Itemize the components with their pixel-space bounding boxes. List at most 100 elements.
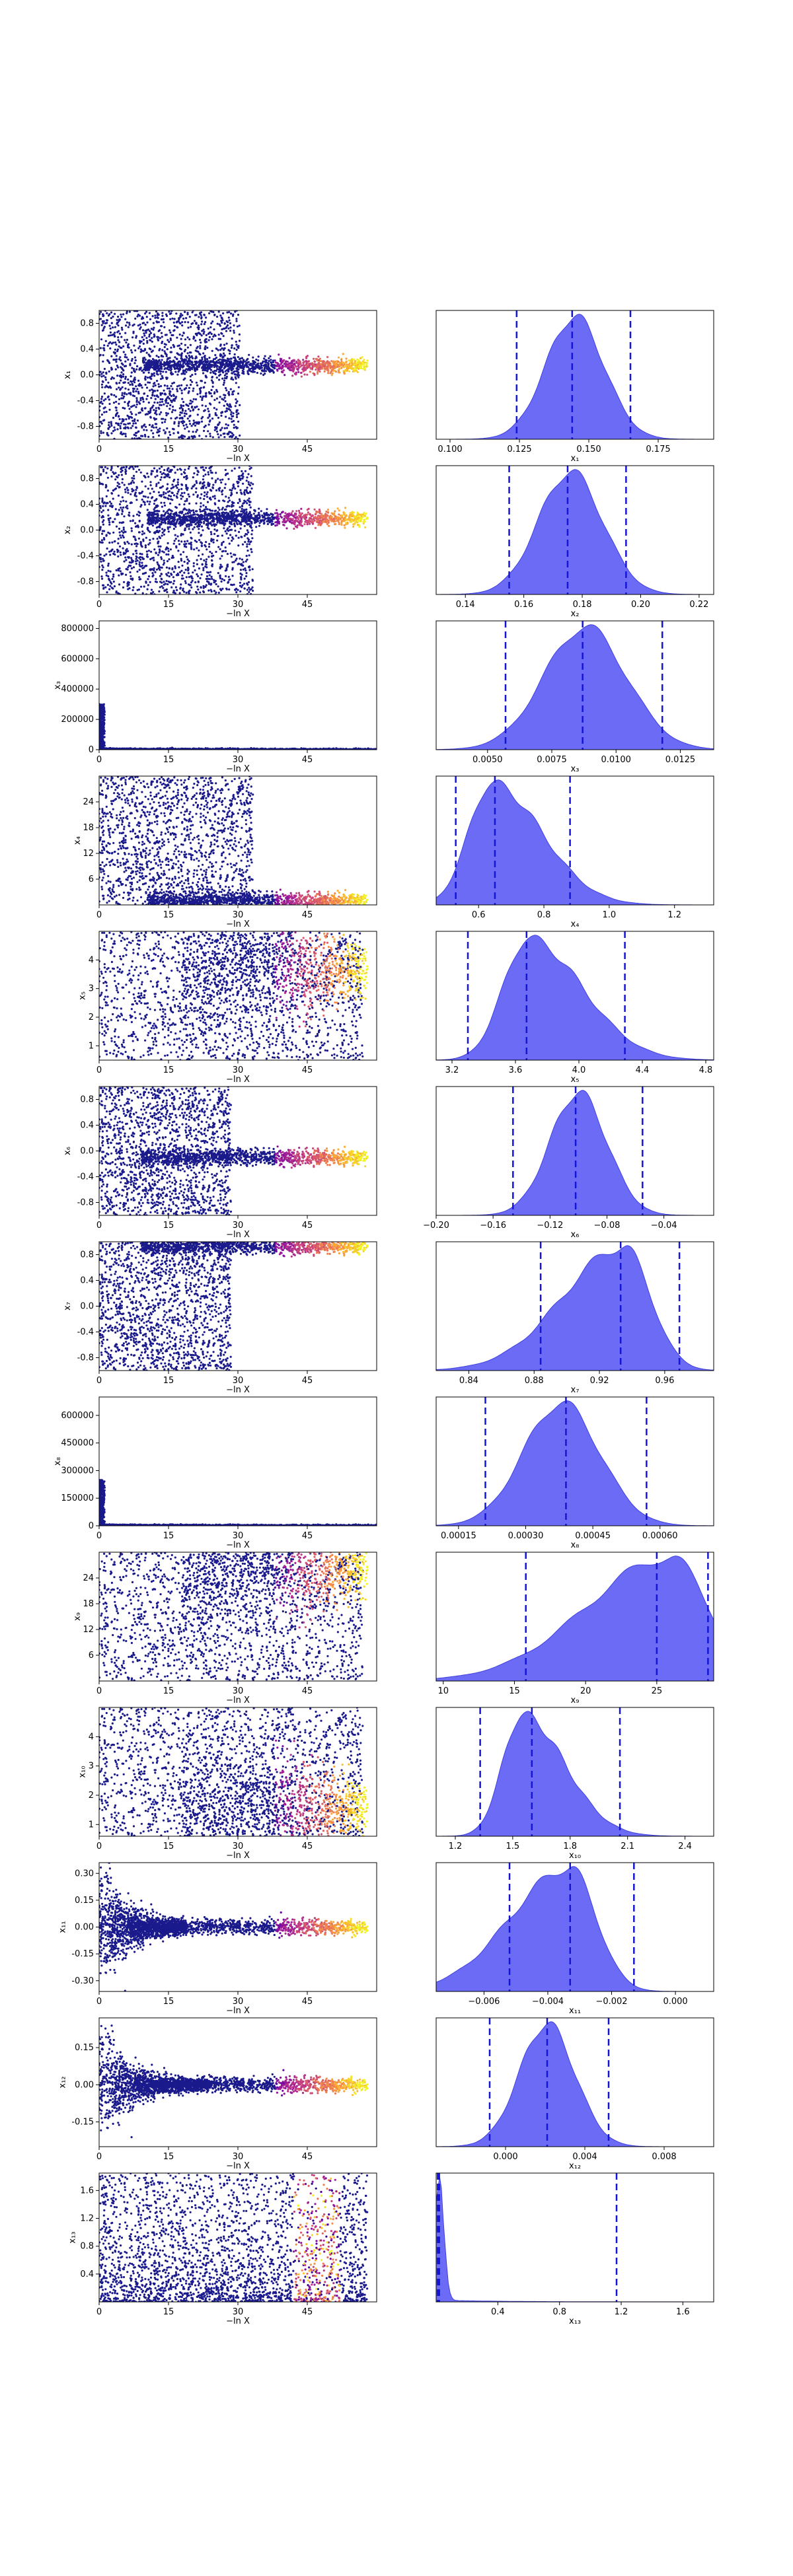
kde-xtick: 1.2 (449, 1836, 463, 1851)
kde-xtick: 0.0050 (472, 750, 503, 765)
tick-label: 45 (302, 755, 313, 765)
tick-label: 0.100 (437, 445, 462, 454)
kde-density-area (436, 935, 714, 1060)
tick-label: 45 (302, 1065, 313, 1075)
trace-ytick: -0.4 (77, 1172, 99, 1182)
tick-label: 18 (83, 1599, 94, 1609)
tick-label: 15 (163, 1686, 174, 1696)
trace-xtick: 45 (302, 1060, 313, 1075)
tick-label: 30 (233, 1842, 244, 1851)
kde-density-area (436, 2177, 714, 2302)
tick-label: 0 (96, 1531, 102, 1541)
trace-ytick: 0.15 (75, 2043, 99, 2053)
tick-label: 45 (302, 1531, 313, 1541)
tick-label: 0.4 (80, 1121, 94, 1131)
trace-xlabel: −ln X (226, 1540, 250, 1550)
tick-label: 0.00045 (575, 1531, 611, 1541)
trace-xtick: 0 (96, 594, 102, 610)
kde-xlabel: x₇ (571, 1385, 580, 1395)
tick-label: −0.004 (532, 1997, 564, 2007)
trace-ytick: 0 (89, 745, 99, 755)
trace-ytick: 800000 (61, 624, 99, 633)
kde-xtick: 1.5 (506, 1836, 520, 1851)
tick-label: 0.4 (80, 2270, 94, 2279)
tick-label: −0.002 (595, 1997, 627, 2007)
tick-label: 300000 (61, 1466, 94, 1476)
trace-xtick: 45 (302, 1681, 313, 1696)
tick-label: 1.2 (449, 1842, 463, 1851)
trace-ytick: 0.30 (75, 1869, 99, 1878)
tick-label: 1 (89, 1041, 94, 1051)
kde-xlabel: x₁₃ (569, 2316, 581, 2326)
kde-xtick: 0.16 (514, 594, 533, 610)
kde-xtick: 0.8 (537, 905, 551, 920)
kde-xtick: 10 (437, 1681, 449, 1696)
trace-points (98, 1552, 368, 1682)
tick-label: 6 (89, 1651, 94, 1661)
tick-label: 4.0 (572, 1065, 586, 1075)
trace-xtick: 45 (302, 1371, 313, 1386)
tick-label: 15 (163, 1221, 174, 1231)
tick-label: 150000 (61, 1493, 94, 1503)
tick-label: 30 (233, 910, 244, 920)
kde-density-area (436, 780, 714, 905)
trace-ytick: 150000 (61, 1493, 99, 1503)
kde-xtick: −0.08 (594, 1215, 621, 1231)
trace-xlabel: −ln X (226, 2316, 250, 2326)
trace-ytick: -0.8 (77, 1198, 99, 1208)
kde-panel: 3.2 3.6 4.0 4.4 4.8x₅ (436, 931, 714, 1085)
trace-ytick: -0.8 (77, 1353, 99, 1363)
tick-label: 0.8 (80, 2242, 94, 2252)
trace-xtick: 0 (96, 439, 102, 454)
tick-label: 30 (233, 755, 244, 765)
kde-xtick: −0.12 (537, 1215, 563, 1231)
trace-ytick: 0.8 (80, 1250, 99, 1260)
kde-xlabel: x₈ (571, 1540, 580, 1550)
tick-label: 0.000 (493, 2152, 517, 2162)
trace-ytick: 24 (83, 1573, 99, 1583)
kde-xtick: 0.00030 (508, 1526, 544, 1541)
trace-points (98, 703, 377, 751)
tick-label: 4 (89, 1732, 94, 1742)
kde-xtick: 0.00015 (441, 1526, 476, 1541)
tick-label: 0.8 (80, 1095, 94, 1105)
tick-label: 0.8 (80, 319, 94, 329)
tick-label: -0.15 (71, 1949, 94, 1959)
tick-label: -0.8 (77, 577, 94, 587)
tick-label: 0.00015 (441, 1531, 476, 1541)
trace-ytick: 24 (83, 797, 99, 807)
tick-label: 0 (96, 1842, 102, 1851)
kde-xlabel: x₁ (571, 454, 580, 464)
trace-xtick: 15 (163, 905, 174, 920)
trace-points (98, 2172, 368, 2303)
trace-ytick: 0.0 (80, 526, 99, 536)
tick-label: 4.8 (699, 1065, 713, 1075)
trace-xtick: 0 (96, 750, 102, 765)
tick-label: 0.000 (663, 1997, 687, 2007)
trace-ytick: 12 (83, 849, 99, 859)
trace-points (98, 1479, 377, 1527)
kde-xlabel: x₅ (571, 1075, 580, 1085)
kde-xtick: 4.4 (636, 1060, 650, 1075)
tick-label: 30 (233, 1376, 244, 1386)
trace-ytick: 400000 (61, 684, 99, 694)
tick-label: 24 (83, 1573, 94, 1583)
tick-label: 0.92 (590, 1376, 609, 1386)
kde-xlabel: x₆ (571, 1230, 580, 1240)
tick-label: 600000 (61, 654, 94, 664)
tick-label: 18 (83, 823, 94, 833)
tick-label: 1.5 (506, 1842, 520, 1851)
tick-label: 15 (163, 1065, 174, 1075)
trace-xlabel: −ln X (226, 609, 250, 619)
trace-points (98, 775, 368, 906)
trace-xtick: 15 (163, 2147, 174, 2162)
tick-label: 45 (302, 445, 313, 454)
trace-ytick: 200000 (61, 715, 99, 725)
tick-label: 0 (96, 1997, 102, 2007)
